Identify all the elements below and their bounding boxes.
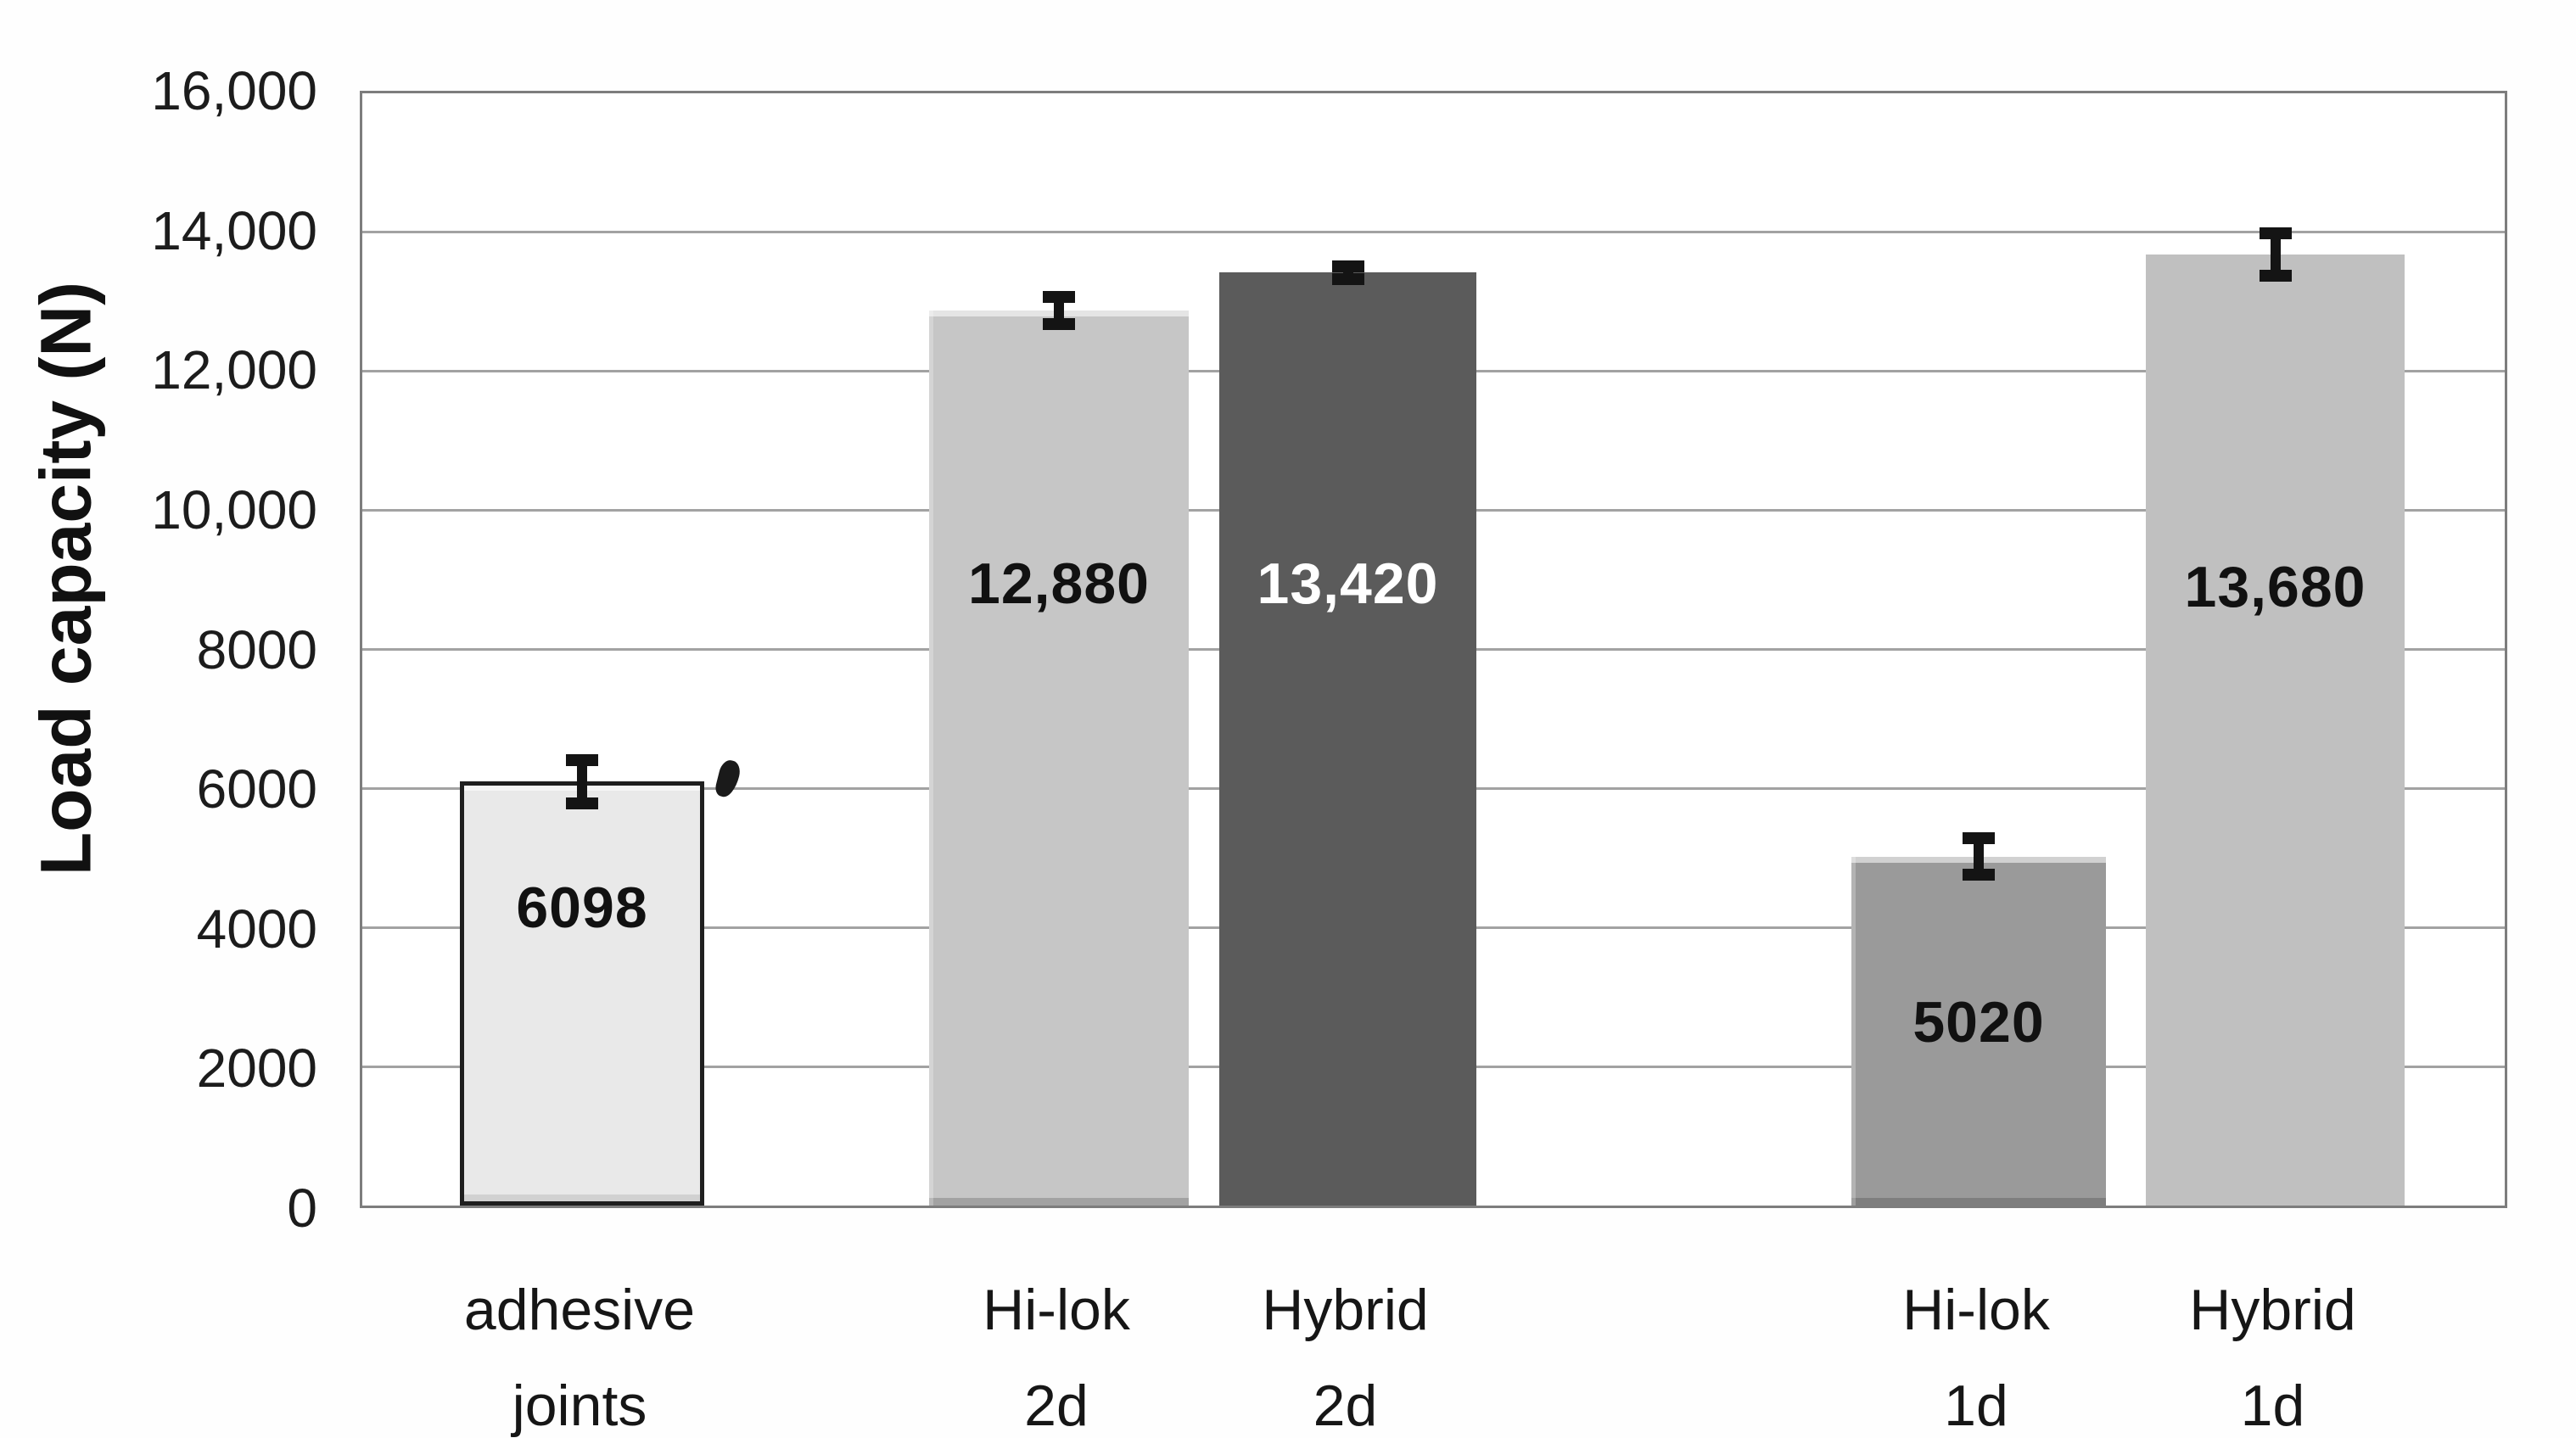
bar-hybrid-1d xyxy=(2146,255,2405,1206)
error-bar-hi-lok-1d xyxy=(1974,832,1984,881)
x-axis-label-hi-lok-2d: Hi-lok 2d xyxy=(853,1262,1260,1438)
bar-value-label-hybrid-1d: 13,680 xyxy=(2184,554,2366,619)
error-bar-hybrid-1d xyxy=(2270,227,2281,283)
error-bar-top-cap-hybrid-2d xyxy=(1331,260,1364,273)
error-bar-bottom-cap-hybrid-2d xyxy=(1331,272,1364,285)
error-bar-top-cap-hi-lok-1d xyxy=(1963,832,1995,845)
x-axis-label-hybrid-2d: Hybrid 2d xyxy=(1142,1262,1549,1438)
error-bar-bottom-cap-adhesive-joints xyxy=(566,797,598,810)
bar-hi-lok-2d xyxy=(929,311,1189,1206)
error-bar-bottom-cap-hi-lok-2d xyxy=(1043,317,1075,330)
x-axis-label-line: joints xyxy=(512,1374,647,1438)
error-bar-top-cap-hybrid-1d xyxy=(2259,227,2292,239)
x-axis-label-line: Hybrid xyxy=(2189,1278,2356,1342)
x-axis-label-line: adhesive xyxy=(463,1278,696,1342)
x-axis-label-line: Hi-lok xyxy=(1902,1278,2050,1342)
bar-adhesive-joints xyxy=(460,781,704,1206)
x-axis-label-line: 1d xyxy=(2240,1374,2305,1438)
y-tick-label: 14,000 xyxy=(151,199,317,261)
error-bar-bottom-cap-hybrid-1d xyxy=(2259,270,2292,283)
y-tick-label: 10,000 xyxy=(151,478,317,540)
bar-value-label-hi-lok-1d: 5020 xyxy=(1912,989,2045,1055)
x-axis-label-line: 2d xyxy=(1024,1374,1089,1438)
error-bar-top-cap-hi-lok-2d xyxy=(1043,290,1075,303)
x-axis-label-hybrid-1d: Hybrid 1d xyxy=(2069,1262,2477,1438)
gridline xyxy=(362,231,2505,234)
x-axis-label-line: Hybrid xyxy=(1262,1278,1429,1342)
y-tick-label: 12,000 xyxy=(151,339,317,401)
x-axis-label-adhesive-joints: adhesive joints xyxy=(376,1262,783,1438)
plot-area: 6098 12,880 13,420 5020 13,680 xyxy=(360,91,2507,1208)
error-bar-top-cap-adhesive-joints xyxy=(566,753,598,766)
x-axis-label-line: 2d xyxy=(1313,1374,1378,1438)
y-tick-label: 4000 xyxy=(196,898,317,960)
x-axis-label-line: Hi-lok xyxy=(983,1278,1130,1342)
bar-hybrid-2d xyxy=(1219,272,1476,1206)
x-axis-label-line: 1d xyxy=(1944,1374,2008,1438)
y-tick-label: 0 xyxy=(287,1178,317,1239)
bar-value-label-hi-lok-2d: 12,880 xyxy=(968,551,1150,617)
bar-value-label-hybrid-2d: 13,420 xyxy=(1257,551,1439,617)
y-tick-label: 2000 xyxy=(196,1038,317,1099)
x-axis-label-hi-lok-1d: Hi-lok 1d xyxy=(1772,1262,2180,1438)
bar-value-label-adhesive-joints: 6098 xyxy=(516,876,648,941)
y-tick-label: 8000 xyxy=(196,618,317,680)
error-bar-bottom-cap-hi-lok-1d xyxy=(1963,868,1995,881)
y-tick-label: 16,000 xyxy=(151,60,317,121)
y-tick-label: 6000 xyxy=(196,758,317,820)
bar-hi-lok-1d xyxy=(1851,857,2106,1206)
error-bar-adhesive-joints xyxy=(577,753,587,810)
